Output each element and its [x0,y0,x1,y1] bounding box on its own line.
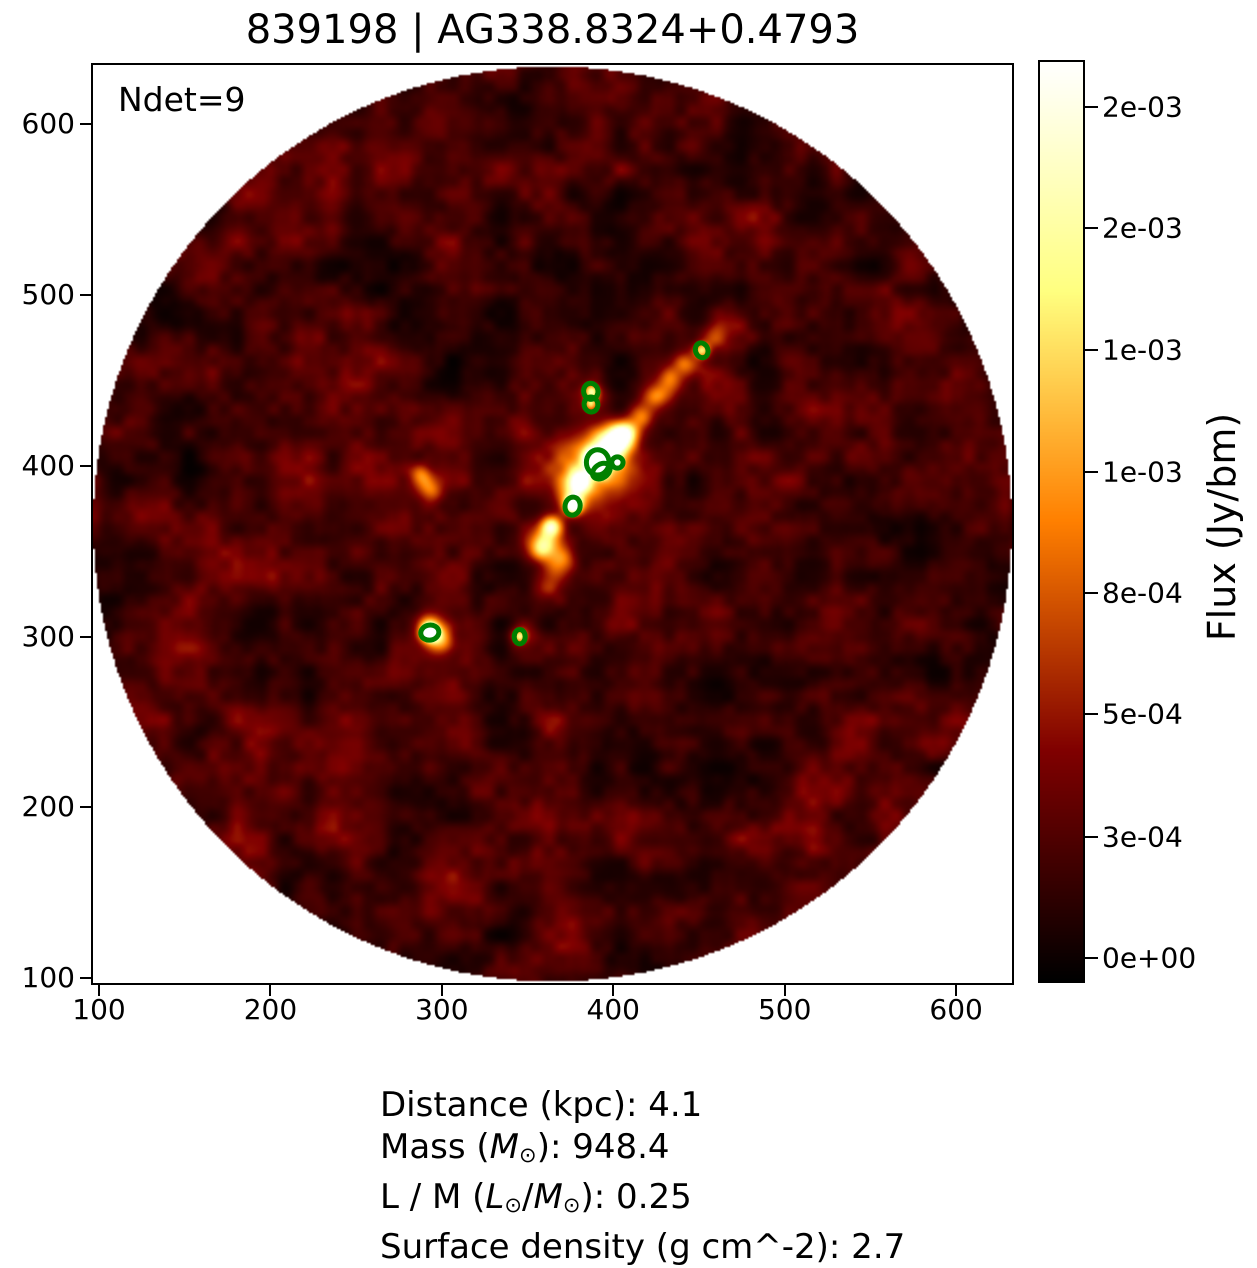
x-tick-mark [440,983,443,996]
detection-marker [590,460,613,482]
stat-line-l-over-m: L / M (L⊙/M⊙): 0.25 [380,1176,692,1217]
x-tick-label: 300 [415,993,469,1026]
x-tick-mark [97,983,100,996]
detection-marker [511,627,528,647]
plot-title: 839198 | AG338.8324+0.4793 [245,7,860,53]
y-tick-label: 200 [21,790,75,824]
x-tick-mark [783,983,786,996]
y-tick-mark [80,464,93,467]
x-tick-mark [269,983,272,996]
y-tick-mark [80,977,93,980]
colorbar-tick-label: 3e-04 [1102,820,1183,854]
y-tick-label: 500 [21,278,75,312]
colorbar-tick-mark [1085,227,1098,230]
colorbar-tick-label: 1e-03 [1102,333,1183,367]
flux-heatmap-canvas [93,65,1012,983]
stat-line-distance: Distance (kpc): 4.1 [380,1085,703,1125]
y-tick-mark [80,294,93,297]
x-tick-label: 600 [929,993,983,1026]
y-tick-label: 300 [21,619,75,653]
colorbar-tick-mark [1085,470,1098,473]
colorbar-tick-mark [1085,592,1098,595]
detection-marker [418,622,442,643]
colorbar-tick-label: 5e-04 [1102,697,1183,731]
detection-marker [581,394,601,415]
y-tick-label: 600 [21,107,75,141]
x-tick-label: 500 [757,993,812,1026]
x-tick-mark [955,983,958,996]
colorbar-tick-mark [1085,106,1098,109]
detection-marker [609,454,626,471]
stat-line-surface-density: Surface density (g cm^-2): 2.7 [380,1226,906,1267]
y-tick-mark [80,123,93,126]
ndet-annotation: Ndet=9 [118,80,246,119]
detection-marker [692,340,711,361]
y-tick-label: 100 [21,961,75,995]
colorbar-gradient-canvas [1040,62,1083,981]
colorbar-tick-label: 2e-03 [1102,90,1183,124]
colorbar-tick-mark [1085,713,1098,716]
colorbar-axis-label: Flux (Jy/bm) [1200,412,1244,642]
colorbar-tick-mark [1085,835,1098,838]
x-tick-label: 100 [72,993,126,1026]
colorbar-tick-label: 2e-03 [1102,211,1183,245]
colorbar-tick-mark [1085,957,1098,960]
x-tick-label: 200 [243,993,298,1026]
colorbar-tick-label: 1e-03 [1102,455,1183,489]
stats-block: Distance (kpc): 4.1 Mass (M⊙): 948.4 L / M… [380,1084,905,1268]
detection-markers-overlay [418,340,711,647]
colorbar-tick-mark [1085,348,1098,351]
detection-marker [562,494,583,518]
x-tick-mark [612,983,615,996]
x-tick-label: 400 [586,993,640,1026]
y-tick-label: 400 [21,448,75,482]
colorbar-tick-label: 8e-04 [1102,576,1183,610]
stat-line-mass: Mass (M⊙): 948.4 [380,1127,670,1167]
y-tick-mark [80,806,93,809]
colorbar-tick-label: 0e+00 [1102,941,1197,975]
y-tick-mark [80,635,93,638]
